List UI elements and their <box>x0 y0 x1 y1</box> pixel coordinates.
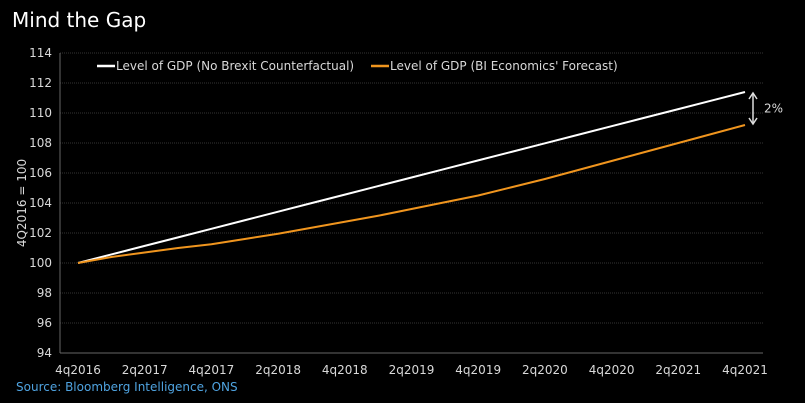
legend-label: Level of GDP (No Brexit Counterfactual) <box>116 59 354 73</box>
y-tick-label: 98 <box>37 286 52 300</box>
x-tick-label: 4q2020 <box>589 363 635 377</box>
y-tick-label: 108 <box>29 136 52 150</box>
y-tick-label: 110 <box>29 106 52 120</box>
y-tick-label: 112 <box>29 76 52 90</box>
x-tick-label: 4q2017 <box>189 363 235 377</box>
series-line <box>77 124 746 264</box>
y-tick-label: 104 <box>29 196 52 210</box>
x-tick-label: 2q2021 <box>655 363 701 377</box>
y-tick-label: 114 <box>29 46 52 60</box>
gap-annotation: 2% <box>764 102 783 116</box>
x-tick-label: 4q2019 <box>455 363 501 377</box>
source-note: Source: Bloomberg Intelligence, ONS <box>16 380 238 394</box>
gap-arrow-head-down <box>748 117 758 126</box>
legend-label: Level of GDP (BI Economics' Forecast) <box>390 59 618 73</box>
chart-title: Mind the Gap <box>12 8 147 32</box>
series-line <box>77 91 746 264</box>
x-tick-label: 2q2017 <box>122 363 168 377</box>
x-tick-label: 4q2016 <box>55 363 101 377</box>
x-tick-label: 2q2018 <box>255 363 301 377</box>
y-tick-label: 100 <box>29 256 52 270</box>
y-tick-label: 96 <box>37 316 52 330</box>
gap-arrow-head-up <box>748 91 758 100</box>
x-tick-label: 4q2021 <box>722 363 768 377</box>
x-tick-label: 2q2019 <box>389 363 435 377</box>
y-tick-label: 94 <box>37 346 52 360</box>
x-tick-label: 2q2020 <box>522 363 568 377</box>
x-tick-label: 4q2018 <box>322 363 368 377</box>
y-tick-label: 106 <box>29 166 52 180</box>
y-axis-label: 4Q2016 = 100 <box>15 159 29 247</box>
y-tick-label: 102 <box>29 226 52 240</box>
